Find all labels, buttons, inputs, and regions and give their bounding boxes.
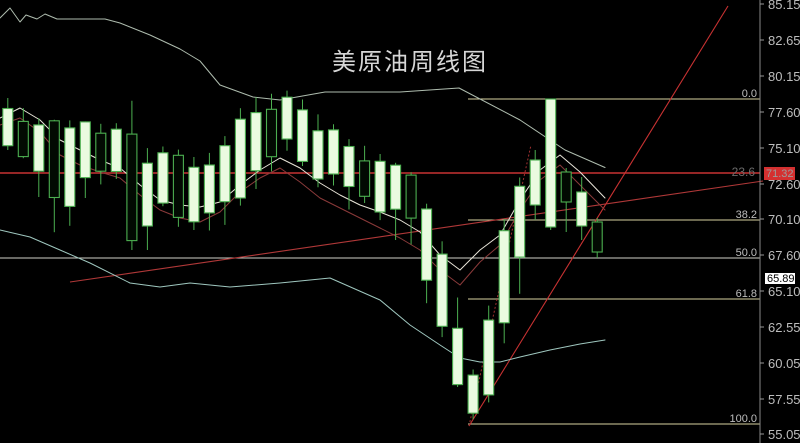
svg-text:0.0: 0.0 [742, 88, 757, 100]
svg-text:67.60: 67.60 [768, 248, 800, 263]
svg-text:62.55: 62.55 [768, 320, 800, 335]
svg-text:50.0: 50.0 [736, 247, 757, 259]
svg-text:100.0: 100.0 [729, 413, 757, 425]
svg-text:55.05: 55.05 [768, 427, 800, 442]
svg-text:38.2: 38.2 [736, 209, 757, 221]
svg-text:23.6: 23.6 [732, 165, 756, 179]
svg-text:61.8: 61.8 [736, 288, 757, 300]
svg-text:70.10: 70.10 [768, 212, 800, 227]
svg-text:75.10: 75.10 [768, 141, 800, 156]
svg-text:80.15: 80.15 [768, 69, 800, 84]
svg-text:85.15: 85.15 [768, 0, 800, 12]
svg-text:65.10: 65.10 [768, 284, 800, 299]
svg-text:77.60: 77.60 [768, 105, 800, 120]
svg-text:72.60: 72.60 [768, 177, 800, 192]
svg-text:82.65: 82.65 [768, 33, 800, 48]
svg-text:57.55: 57.55 [768, 392, 800, 407]
svg-text:60.05: 60.05 [768, 356, 800, 371]
